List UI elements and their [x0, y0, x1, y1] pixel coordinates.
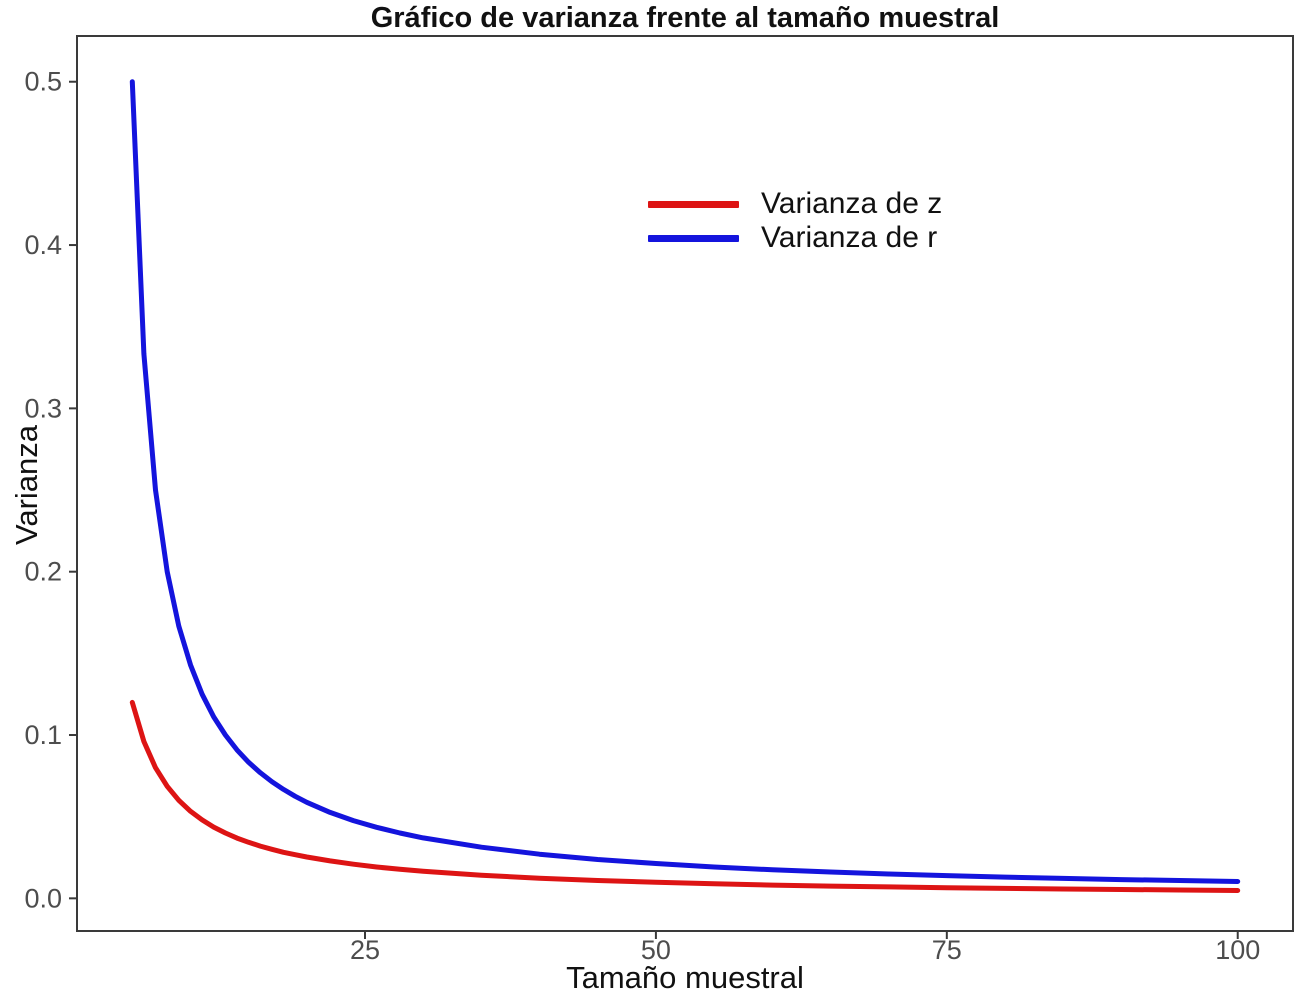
x-tick-label: 50 [641, 935, 671, 965]
x-tick-label: 25 [350, 935, 380, 965]
legend-item-varianza-de-z: Varianza de z [648, 187, 942, 221]
y-tick-label: 0.3 [24, 393, 62, 423]
panel-border [76, 35, 1294, 932]
y-tick-label: 0.4 [24, 230, 62, 260]
y-tick-label: 0.5 [24, 67, 62, 97]
x-tick-label: 100 [1215, 935, 1260, 965]
x-axis-title: Tamaño muestral [566, 960, 804, 995]
legend-key-line-red [648, 200, 739, 208]
y-tick-label: 0.2 [24, 557, 62, 587]
legend: Varianza de z Varianza de r [648, 187, 942, 255]
legend-key-line-blue [648, 234, 739, 242]
legend-label: Varianza de r [761, 221, 938, 254]
legend-item-varianza-de-r: Varianza de r [648, 221, 942, 255]
y-tick-label: 0.0 [24, 883, 62, 913]
series-line-varianza-de-r [129, 79, 1241, 884]
series-line-varianza-de-z [129, 699, 1241, 893]
chart-title: Gráfico de varianza frente al tamaño mue… [370, 2, 1000, 34]
y-tick-label: 0.1 [24, 720, 62, 750]
legend-label: Varianza de z [761, 187, 943, 220]
x-tick-label: 75 [932, 935, 962, 965]
